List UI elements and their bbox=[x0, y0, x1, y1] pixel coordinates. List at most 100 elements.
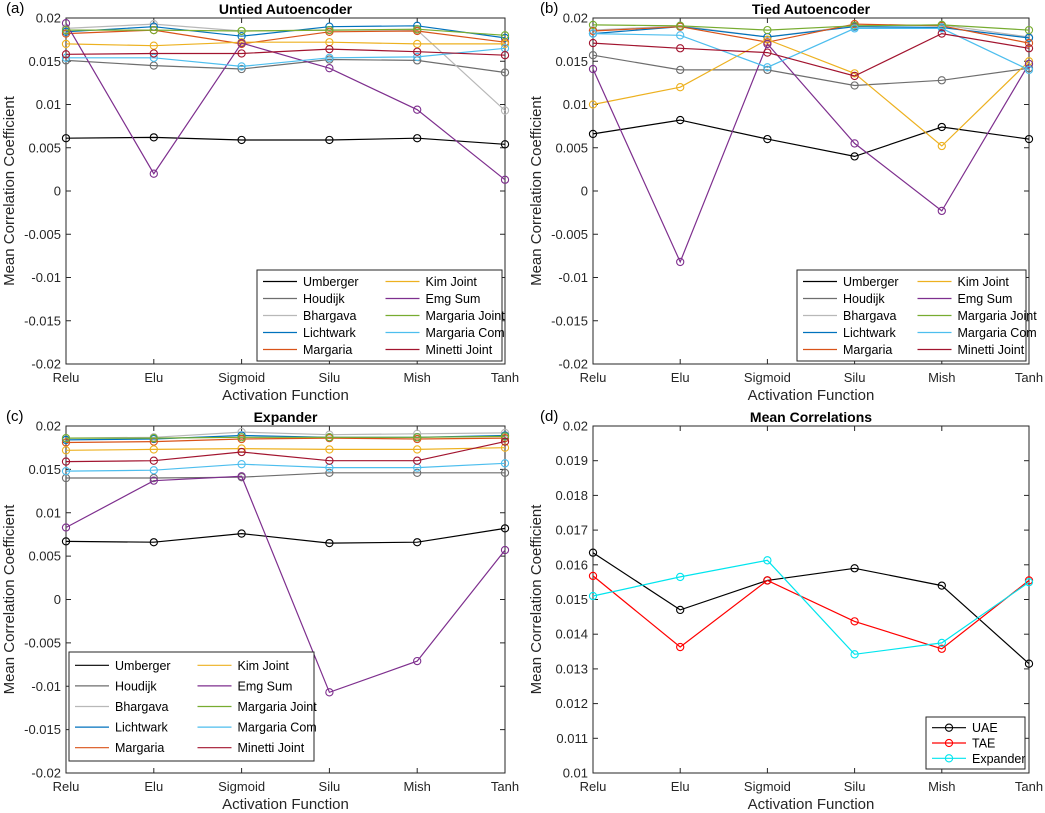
data-point bbox=[413, 105, 422, 114]
legend-label: Lichtwark bbox=[303, 326, 357, 340]
legend-label: Margaria bbox=[303, 343, 352, 357]
legend-item: Kim Joint bbox=[197, 659, 289, 673]
legend-box bbox=[256, 269, 503, 362]
series-line bbox=[65, 462, 506, 472]
data-point bbox=[850, 564, 859, 573]
data-point bbox=[763, 65, 772, 75]
series-line bbox=[66, 472, 505, 479]
data-point bbox=[588, 591, 598, 601]
legend-label: Houdijk bbox=[303, 292, 345, 306]
series-line bbox=[65, 22, 506, 181]
data-point bbox=[850, 81, 859, 90]
data-point bbox=[61, 39, 71, 49]
data-point bbox=[500, 39, 510, 49]
legend-label: Emg Sum bbox=[238, 679, 293, 693]
data-point bbox=[413, 25, 422, 34]
data-point bbox=[61, 50, 71, 59]
legend-item: Houdijk bbox=[263, 292, 345, 306]
data-point bbox=[61, 446, 71, 455]
legend-item: Houdijk bbox=[803, 292, 885, 306]
legend-marker bbox=[944, 754, 954, 763]
data-point bbox=[500, 140, 510, 149]
series-line bbox=[592, 54, 1030, 87]
data-point bbox=[500, 432, 510, 441]
data-point bbox=[237, 433, 246, 442]
legend-label: Margaria bbox=[115, 741, 164, 755]
y-tick-label: 0 bbox=[581, 184, 588, 199]
series-line bbox=[592, 559, 1030, 655]
panel-b: -0.02 -0.015 -0.01 -0.005 0 0.005 0.01 0.015 0.0… bbox=[528, 0, 1043, 404]
x-tick-label: Sigmoid bbox=[744, 370, 791, 385]
y-tick-label: -0.02 bbox=[31, 766, 61, 781]
legend-label: Margaria Joint bbox=[426, 309, 506, 323]
series-emg-sum bbox=[61, 19, 510, 184]
y-tick-label: -0.01 bbox=[31, 679, 61, 694]
data-point bbox=[1024, 134, 1034, 144]
legend-item: Minetti Joint bbox=[385, 343, 493, 357]
series-margaria-joint bbox=[61, 432, 510, 443]
data-point bbox=[937, 29, 946, 38]
y-tick-label: 0.01 bbox=[563, 766, 588, 781]
series-line bbox=[592, 27, 1030, 71]
y-tick-label: -0.015 bbox=[24, 313, 61, 328]
data-point bbox=[676, 257, 685, 267]
data-point bbox=[61, 56, 71, 65]
series-line bbox=[592, 38, 1030, 147]
x-tick-label: Mish bbox=[403, 370, 430, 385]
legend-item: Kim Joint bbox=[385, 275, 477, 289]
x-tick-label: Relu bbox=[580, 370, 607, 385]
series-line bbox=[592, 119, 1030, 158]
data-point bbox=[937, 638, 946, 648]
legend-marker bbox=[944, 738, 954, 748]
series-minetti-joint bbox=[61, 437, 510, 466]
data-point bbox=[500, 68, 510, 77]
y-axis-label: Mean Correlation Coefficient bbox=[1, 504, 18, 695]
data-point bbox=[325, 688, 334, 697]
y-tick-label: 0.018 bbox=[555, 488, 588, 503]
series-line bbox=[592, 42, 1030, 264]
data-point bbox=[237, 460, 246, 469]
legend-item: Emg Sum bbox=[917, 292, 1012, 306]
data-point bbox=[237, 529, 246, 538]
data-point bbox=[325, 538, 334, 548]
data-point bbox=[588, 38, 598, 48]
data-point bbox=[413, 47, 422, 56]
series-line bbox=[65, 441, 506, 463]
data-point bbox=[325, 25, 334, 35]
data-point bbox=[1024, 578, 1034, 587]
y-tick-label: 0.015 bbox=[28, 462, 61, 477]
series-line bbox=[592, 23, 1030, 44]
y-tick-label: 0.02 bbox=[563, 419, 588, 434]
x-tick-label: Silu bbox=[844, 779, 866, 794]
data-point bbox=[237, 64, 246, 74]
data-point bbox=[937, 644, 946, 653]
legend-label: Margaria Com bbox=[426, 326, 505, 340]
panel-label: (b) bbox=[540, 0, 558, 17]
x-tick-label: Tanh bbox=[491, 779, 519, 794]
legend-label: Kim Joint bbox=[958, 275, 1010, 289]
data-point bbox=[237, 447, 246, 457]
data-point bbox=[676, 65, 685, 75]
data-point bbox=[1024, 44, 1034, 53]
legend-item: Emg Sum bbox=[385, 292, 480, 306]
data-point bbox=[676, 83, 685, 92]
y-tick-label: 0.015 bbox=[28, 54, 61, 69]
series-minetti-joint bbox=[61, 44, 510, 60]
data-point bbox=[763, 63, 772, 72]
data-point bbox=[237, 472, 246, 481]
legend-item: Umberger bbox=[75, 659, 171, 673]
x-tick-label: Mish bbox=[928, 370, 955, 385]
x-axis-label: Activation Function bbox=[748, 387, 875, 404]
data-point bbox=[61, 25, 71, 35]
legend-item: UAE bbox=[932, 721, 998, 735]
x-tick-label: Tanh bbox=[1015, 370, 1043, 385]
legend-item: Margaria Joint bbox=[917, 309, 1037, 323]
y-tick-label: 0.005 bbox=[555, 140, 588, 155]
legend-label: Houdijk bbox=[115, 679, 157, 693]
legend: Umberger Houdijk Bhargava Lichtwark Margaria… bbox=[796, 269, 1037, 362]
legend-item: Bhargava bbox=[803, 309, 897, 323]
data-point bbox=[325, 456, 334, 465]
chart-title: Expander bbox=[254, 409, 318, 425]
panel-label: (c) bbox=[6, 408, 24, 425]
